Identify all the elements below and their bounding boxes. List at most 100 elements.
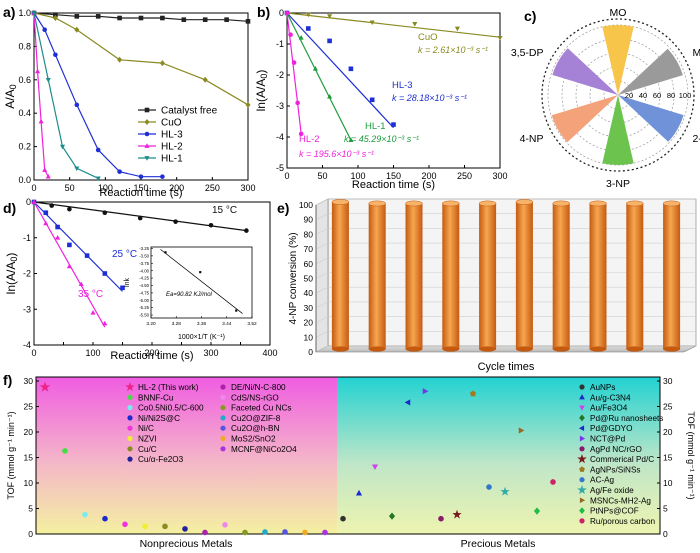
polar-grid-ring xyxy=(547,24,689,166)
data-point xyxy=(90,310,96,315)
y-tick-label: 0 xyxy=(279,8,284,18)
legend-marker xyxy=(127,446,133,452)
legend-entry: HL-1 xyxy=(161,154,183,165)
legend-entry: Cu2O@h-BN xyxy=(231,424,279,433)
x-tick-label: 400 xyxy=(262,348,277,358)
legend-entry: AC-Ag xyxy=(590,476,615,485)
data-point xyxy=(138,174,144,179)
data-point xyxy=(102,210,108,216)
legend-entry: MoS2/SnO2 xyxy=(231,435,276,444)
polar-grid-ring xyxy=(561,38,675,152)
series-label: CuO xyxy=(418,32,438,43)
series-line-hl-3 xyxy=(33,12,163,178)
y-tick-label: 90 xyxy=(304,215,314,225)
y-tick-label: 0.0 xyxy=(18,175,31,185)
grid-line-side xyxy=(315,213,329,220)
data-point xyxy=(355,489,363,496)
y-tick-label-right: 0 xyxy=(663,529,668,539)
panel-b-ln-kinetics: b) 0 50 100 150 200 250 300 0 -1 -2 -3 -4 -5 CuO k = 2.… xyxy=(254,4,508,191)
legend-marker xyxy=(220,405,226,411)
bar-cycle-8 xyxy=(589,203,607,349)
panel-a-reaction-kinetics: a) 0 50 100 150 200 250 300 0.0 0.2 0.4 0.6 0.8 1.0 Ca… xyxy=(3,4,256,199)
inset-y-tick-label: -4.25 xyxy=(139,276,149,281)
polar-sector-mb xyxy=(618,48,683,95)
legend-entry: Commerical Pd/C xyxy=(590,455,654,464)
inset-y-tick-label: -5.00 xyxy=(139,298,149,303)
x-tick-label: 200 xyxy=(169,183,184,193)
legend-entry: Cu/α-Fe2O3 xyxy=(138,455,184,464)
data-point xyxy=(74,166,80,172)
data-point xyxy=(391,122,396,127)
grid-line-side xyxy=(315,286,329,294)
data-point xyxy=(49,203,54,208)
inset-y-tick-label: -3.50 xyxy=(139,253,149,258)
y-tick-label: 0.8 xyxy=(18,41,31,51)
x-tick-label: 0 xyxy=(284,171,289,181)
legend-marker xyxy=(144,156,150,161)
y-tick-label: 50 xyxy=(304,274,314,284)
x-axis-label: Reaction time (s) xyxy=(352,179,435,191)
legend-entry: Ru/porous carbon xyxy=(590,517,656,526)
grid-line-side xyxy=(315,316,329,323)
bar-base xyxy=(405,346,423,352)
rate-constant-label: k = 45.29×10⁻³ s⁻¹ xyxy=(344,134,419,144)
precious-region xyxy=(337,377,660,534)
bar-cycle-3 xyxy=(405,203,423,349)
data-point xyxy=(38,118,44,124)
data-point xyxy=(31,199,37,204)
data-point xyxy=(102,515,108,522)
data-point xyxy=(95,14,101,19)
radial-tick-label: 20 xyxy=(625,91,633,100)
data-point xyxy=(500,486,510,496)
legend-entry: NCT@Pd xyxy=(590,435,626,444)
data-point xyxy=(284,10,290,16)
bar-cap xyxy=(405,200,423,207)
y-tick-label-right: 25 xyxy=(663,402,673,412)
legend-marker xyxy=(144,107,150,113)
y-tick-label-right: 15 xyxy=(663,453,673,463)
bar-cap xyxy=(442,200,460,207)
x-tick-label: 150 xyxy=(133,183,148,193)
y-tick-label: 30 xyxy=(304,303,314,313)
y-tick-label-left: 15 xyxy=(24,453,34,463)
grid-line-side xyxy=(315,228,329,235)
y-tick-label: -2 xyxy=(23,269,31,279)
data-point xyxy=(84,253,90,258)
grid-line-side xyxy=(315,345,329,353)
data-point xyxy=(182,526,188,532)
x-axis-label: Cycle times xyxy=(478,361,535,373)
legend-entry: Ag/Fe oxide xyxy=(590,486,634,495)
x-tick-label: 50 xyxy=(317,171,327,181)
y-tick-label: 10 xyxy=(304,332,314,342)
data-point xyxy=(78,281,84,287)
grid-line-side xyxy=(315,272,329,279)
category-label: 3,5-DP xyxy=(511,47,544,59)
legend-marker xyxy=(220,446,226,452)
inset-x-tick-label: 3.52 xyxy=(247,321,257,327)
legend-marker xyxy=(578,425,585,432)
polar-sector-3-5-dp xyxy=(552,48,618,95)
y-tick-label: -4 xyxy=(23,340,31,350)
fit-line xyxy=(286,12,302,134)
data-point xyxy=(295,100,300,106)
polar-sector-2-np xyxy=(618,95,684,142)
y-tick-label: -1 xyxy=(23,233,31,243)
series-label: 25 °C xyxy=(112,249,137,260)
data-point xyxy=(298,131,304,137)
bar-cycle-4 xyxy=(442,203,460,349)
legend-marker xyxy=(125,381,135,392)
legend-marker xyxy=(144,143,150,148)
grid-line-side xyxy=(315,257,329,265)
legend-marker xyxy=(220,415,226,421)
inset-data-point xyxy=(199,271,202,274)
inset-x-tick-label: 3.44 xyxy=(222,321,232,327)
data-point xyxy=(173,219,178,224)
data-point xyxy=(282,529,288,535)
y-tick-label: 0 xyxy=(26,197,31,207)
grid-line-side xyxy=(315,301,329,309)
data-point xyxy=(45,77,51,83)
legend-entry: AgPd NC/rGO xyxy=(590,445,642,454)
legend-marker xyxy=(579,477,585,483)
category-label: 2-NP xyxy=(692,133,700,145)
legend-entry: Ni/C xyxy=(138,424,154,433)
